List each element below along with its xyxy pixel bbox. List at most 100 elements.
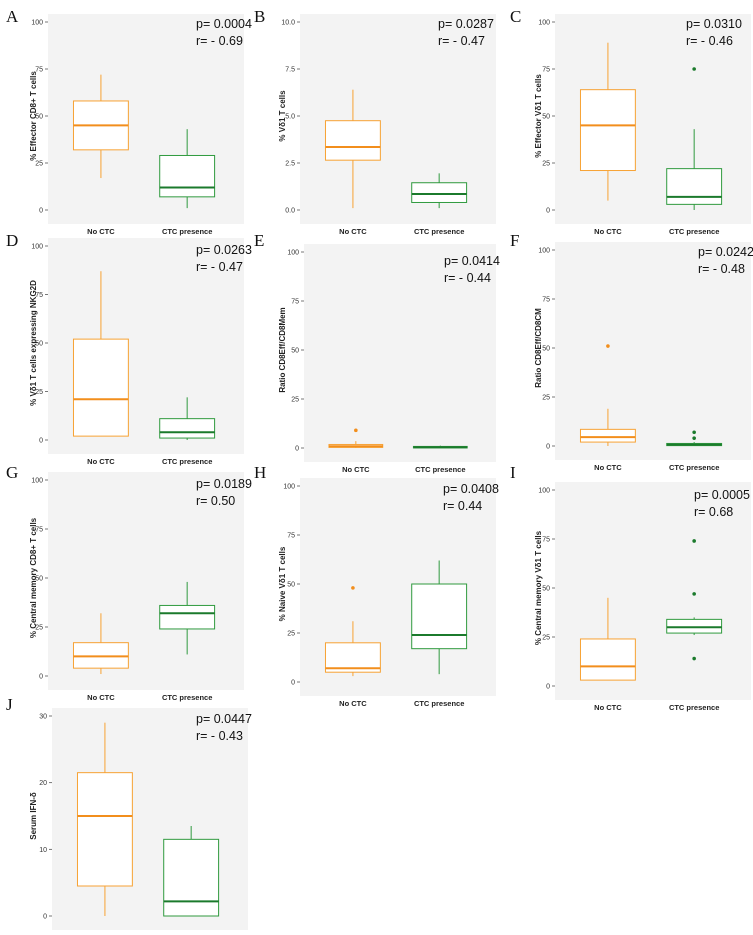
p-value-label: p= 0.0263 <box>196 243 252 257</box>
r-value-label: r= - 0.44 <box>444 271 491 285</box>
y-tick-label: 25 <box>35 161 43 168</box>
y-tick-label: 50 <box>287 582 295 589</box>
y-tick-label: 75 <box>542 297 550 304</box>
r-value-label: r= - 0.43 <box>196 729 243 743</box>
p-value-label: p= 0.0189 <box>196 477 252 491</box>
p-value-label: p= 0.0004 <box>196 17 252 31</box>
panel-letter: F <box>510 231 519 250</box>
y-tick-label: 100 <box>538 20 550 27</box>
panel-letter: E <box>254 231 264 250</box>
y-tick-label: 75 <box>291 299 299 306</box>
y-tick-label: 100 <box>538 488 550 495</box>
y-tick-label: 0 <box>39 438 43 445</box>
panel-h: H % Naive Vδ1 T cells 0 25 50 75 100 No CTC CTC … <box>254 463 499 708</box>
y-tick-label: 0 <box>39 674 43 681</box>
iqr-box <box>72 338 129 437</box>
y-tick-label: 25 <box>542 635 550 642</box>
x-tick-label: CTC presence <box>162 227 212 236</box>
panel-i: I % Central memory Vδ1 T cells 0 25 50 75 100 N… <box>510 463 751 712</box>
y-tick-label: 75 <box>287 533 295 540</box>
box-no-ctc <box>324 89 381 209</box>
panel-letter: G <box>6 463 18 482</box>
x-tick-label: CTC presence <box>669 227 719 236</box>
iqr-box <box>666 168 723 205</box>
x-tick-label: No CTC <box>87 457 115 466</box>
box-ctc-presence <box>411 560 468 675</box>
x-tick-label: CTC presence <box>669 703 719 712</box>
y-tick-label: 75 <box>35 292 43 299</box>
y-tick-label: 100 <box>31 20 43 27</box>
iqr-box <box>159 154 216 198</box>
outlier-point <box>692 539 696 543</box>
y-tick-label: 0 <box>295 446 299 453</box>
iqr-box <box>159 604 216 630</box>
y-tick-label: 50 <box>542 114 550 121</box>
p-value-label: p= 0.0408 <box>443 482 499 496</box>
y-tick-label: 7.5 <box>285 67 295 74</box>
y-tick-label: 100 <box>538 248 550 255</box>
panel-a: A % Effector CD8+ T cells 0 25 50 75 100 No CTC… <box>6 7 252 236</box>
y-tick-label: 0 <box>43 914 47 921</box>
outlier-point <box>606 344 610 348</box>
y-tick-label: 50 <box>35 576 43 583</box>
y-tick-label: 75 <box>542 67 550 74</box>
iqr-box <box>579 428 636 443</box>
iqr-box <box>76 772 133 887</box>
y-axis-label: % Effector Vδ1 T cells <box>534 74 543 158</box>
panel-f: F Ratio CD8Eff/CD8CM 0 25 50 75 100 No CTC CTC p… <box>510 231 753 472</box>
y-tick-label: 30 <box>39 714 47 721</box>
panel-letter: B <box>254 7 265 26</box>
y-tick-label: 0.0 <box>285 208 295 215</box>
outlier-point <box>692 67 696 71</box>
iqr-box <box>579 638 636 681</box>
x-tick-label: No CTC <box>91 933 119 935</box>
box-ctc-presence <box>159 397 216 440</box>
x-tick-label: CTC presence <box>415 465 465 474</box>
box-ctc-presence <box>159 581 216 655</box>
y-tick-label: 25 <box>35 389 43 396</box>
box-no-ctc <box>579 42 636 201</box>
panel-letter: D <box>6 231 18 250</box>
iqr-box <box>324 120 381 161</box>
iqr-box <box>411 182 468 203</box>
y-tick-label: 75 <box>542 537 550 544</box>
y-tick-label: 0 <box>546 208 550 215</box>
y-tick-label: 50 <box>35 341 43 348</box>
box-no-ctc <box>328 428 384 448</box>
box-ctc-presence <box>411 173 468 209</box>
x-tick-label: No CTC <box>594 703 622 712</box>
r-value-label: r= 0.44 <box>443 499 482 513</box>
box-no-ctc <box>579 344 636 446</box>
box-no-ctc <box>72 74 129 179</box>
y-axis-label: % Vδ1 T cells <box>278 90 287 142</box>
y-tick-label: 0 <box>291 680 295 687</box>
y-tick-label: 25 <box>287 631 295 638</box>
x-tick-label: CTC presence <box>162 457 212 466</box>
x-tick-label: No CTC <box>339 699 367 708</box>
p-value-label: p= 0.0414 <box>444 254 500 268</box>
box-ctc-presence <box>666 539 723 661</box>
box-ctc-presence <box>666 430 723 447</box>
y-axis-label: % Vδ1 T cells expressing NKG2D <box>29 280 38 406</box>
y-tick-label: 20 <box>39 780 47 787</box>
r-value-label: r= - 0.46 <box>686 34 733 48</box>
y-tick-label: 0 <box>39 208 43 215</box>
outlier-point <box>692 656 696 661</box>
y-tick-label: 100 <box>287 250 299 257</box>
y-tick-label: 100 <box>31 478 43 485</box>
y-tick-label: 5.0 <box>285 114 295 121</box>
x-tick-label: CTC presence <box>414 699 464 708</box>
y-tick-label: 100 <box>283 484 295 491</box>
y-axis-label: % Central memory Vδ1 T cells <box>534 530 543 645</box>
y-tick-label: 0 <box>546 444 550 451</box>
x-tick-label: CTC presence <box>414 227 464 236</box>
x-tick-label: No CTC <box>594 463 622 472</box>
outlier-point <box>692 430 696 435</box>
y-tick-label: 0 <box>546 684 550 691</box>
panel-b: B % Vδ1 T cells 0.0 2.5 5.0 7.5 10.0 No CTC CTC … <box>254 7 496 236</box>
y-tick-label: 50 <box>542 586 550 593</box>
p-value-label: p= 0.0005 <box>694 488 750 502</box>
box-ctc-presence <box>666 67 723 210</box>
iqr-box <box>579 89 636 172</box>
